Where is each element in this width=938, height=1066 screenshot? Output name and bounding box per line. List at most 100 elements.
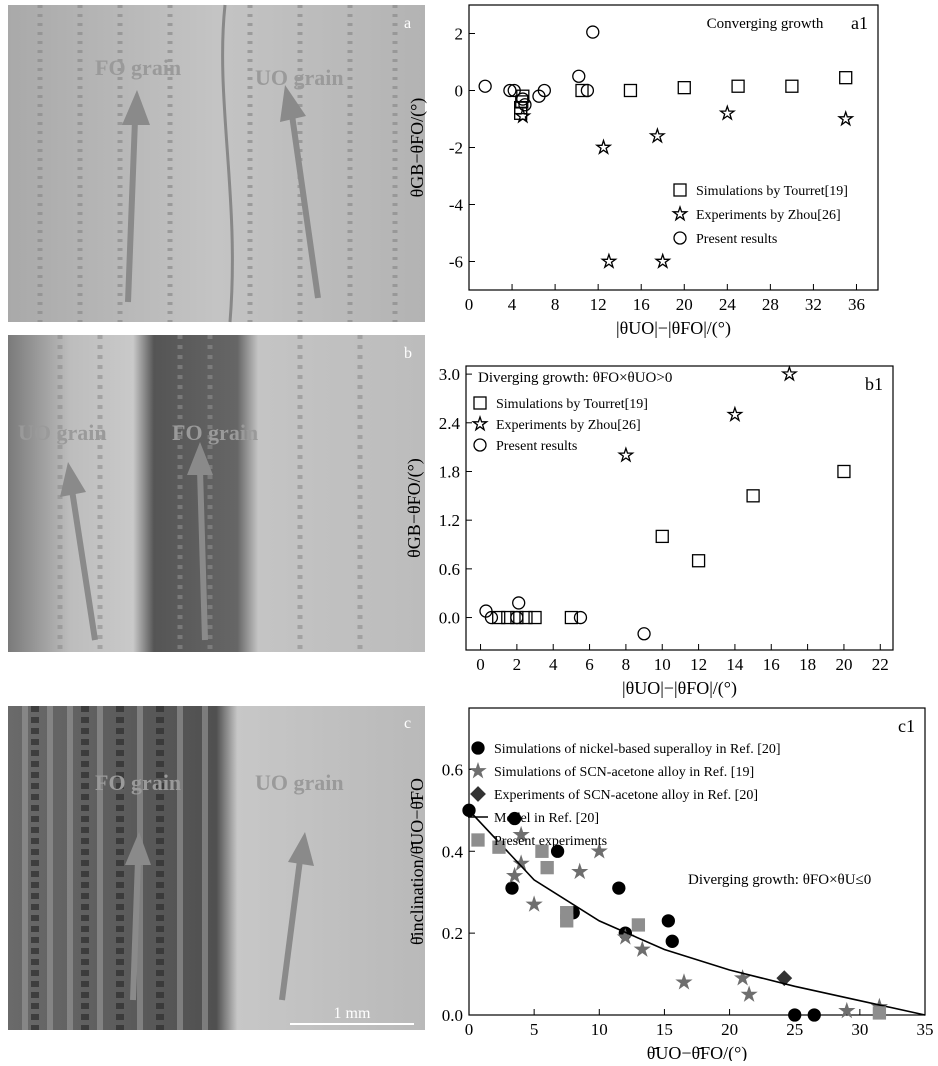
y-tick-label: -4 [449, 196, 464, 215]
marker [478, 79, 492, 93]
legend-swatch [673, 231, 687, 245]
legend-label: Present results [496, 439, 577, 454]
marker [519, 610, 533, 625]
y-tick-label: -2 [449, 139, 463, 158]
x-tick-label: 8 [622, 655, 631, 674]
marker [617, 446, 635, 463]
y-tick-label: 0.0 [439, 609, 460, 628]
y-tick-label: 2 [455, 25, 464, 44]
x-tick-label: 4 [549, 655, 558, 674]
panel-label: a [404, 15, 411, 32]
y-tick-label: 1.8 [439, 462, 460, 481]
x-tick-label: 28 [762, 295, 779, 314]
x-tick-label: 0 [465, 295, 474, 314]
marker [807, 1008, 821, 1022]
legend-label: Present experiments [494, 834, 607, 849]
x-tick-label: 0 [465, 1020, 474, 1039]
x-tick-label: 24 [719, 295, 737, 314]
grain-label: UO grain [255, 770, 344, 795]
legend-label: Model in Ref. [20] [494, 811, 599, 826]
legend-label: Simulations of nickel-based superalloy i… [494, 742, 781, 757]
grain-label: FO grain [172, 420, 258, 445]
marker [872, 1006, 887, 1020]
marker [564, 610, 579, 625]
x-tick-label: 36 [848, 295, 865, 314]
marker [550, 844, 565, 858]
chart: 0 2 4 6 8 10 12 14 16 18 20 22 0.0 0.6 1.2 1.8 2.4 3.0 |θU… [404, 365, 894, 699]
legend-swatch [470, 786, 486, 802]
plot-frame [465, 365, 894, 651]
y-tick-label: 0.6 [439, 560, 460, 579]
marker [512, 825, 530, 843]
legend-swatch [471, 833, 485, 847]
marker [655, 529, 669, 544]
y-axis-label: θ̄inclination/θ̄UO−θ̄FO [407, 778, 427, 945]
x-tick-label: 15 [656, 1020, 673, 1039]
y-tick-label: 3.0 [439, 365, 460, 384]
panel-label: b1 [865, 374, 883, 394]
micrograph-c: FO grain UO grain c 1 mm [8, 706, 425, 1030]
legend-swatch [473, 396, 487, 410]
marker [512, 596, 526, 610]
chart: 0 5 10 15 20 25 30 35 0.0 0.2 0.4 0.6 θ̄UO−θ̄FO/(°) θ… [407, 707, 934, 1064]
marker [633, 940, 651, 957]
y-axis-label: θGB−θFO/(°) [407, 98, 428, 198]
marker [501, 610, 515, 625]
panel-label: a1 [851, 13, 868, 33]
marker [575, 83, 589, 98]
marker [503, 83, 517, 98]
marker [600, 252, 618, 269]
x-tick-label: 12 [590, 295, 607, 314]
grain-label: FO grain [95, 55, 181, 80]
marker [839, 71, 853, 85]
y-tick-label: 0.0 [442, 1006, 463, 1025]
marker [507, 811, 522, 826]
marker [691, 554, 706, 568]
panel-label: c [404, 715, 411, 732]
marker [733, 969, 752, 986]
x-tick-label: 12 [690, 655, 707, 674]
x-tick-label: 5 [530, 1020, 539, 1039]
panel-label: c1 [898, 716, 915, 736]
marker [594, 138, 613, 155]
x-tick-label: 20 [676, 295, 693, 314]
legend-label: Experiments by Zhou[26] [696, 208, 841, 223]
marker [537, 83, 551, 98]
marker [623, 83, 638, 98]
x-tick-label: 32 [805, 295, 822, 314]
marker [665, 934, 679, 948]
legend-label: Experiments of SCN-acetone alloy in Ref.… [494, 788, 758, 803]
marker [571, 862, 589, 880]
x-tick-label: 18 [799, 655, 816, 674]
y-tick-label: 1.2 [439, 511, 460, 530]
legend-swatch [673, 183, 687, 197]
marker [838, 1001, 856, 1019]
grain-label: FO grain [95, 770, 181, 795]
x-tick-label: 20 [721, 1020, 738, 1039]
marker [788, 1008, 802, 1022]
x-tick-label: 35 [917, 1020, 934, 1039]
marker [580, 83, 595, 98]
marker [514, 107, 532, 124]
marker [612, 881, 626, 895]
x-tick-label: 10 [654, 655, 671, 674]
marker [505, 866, 524, 884]
y-tick-label: 2.4 [439, 414, 461, 433]
legend-swatch [471, 741, 485, 755]
marker [746, 489, 760, 503]
marker [516, 92, 530, 106]
plot-frame [468, 4, 879, 291]
y-axis-label: θGB−θFO/(°) [404, 458, 425, 558]
marker [507, 83, 521, 98]
marker [675, 973, 693, 990]
micrograph-a: FO grain UO grain a [8, 4, 425, 323]
x-tick-label: 20 [835, 655, 852, 674]
panel-label: b [404, 345, 412, 362]
marker [637, 627, 651, 641]
marker [726, 405, 744, 422]
marker [780, 365, 799, 382]
x-tick-label: 16 [763, 655, 780, 674]
x-axis-label: |θUO|−|θFO|/(°) [616, 318, 731, 339]
micrograph-b: UO grain FO grain b [8, 335, 425, 652]
